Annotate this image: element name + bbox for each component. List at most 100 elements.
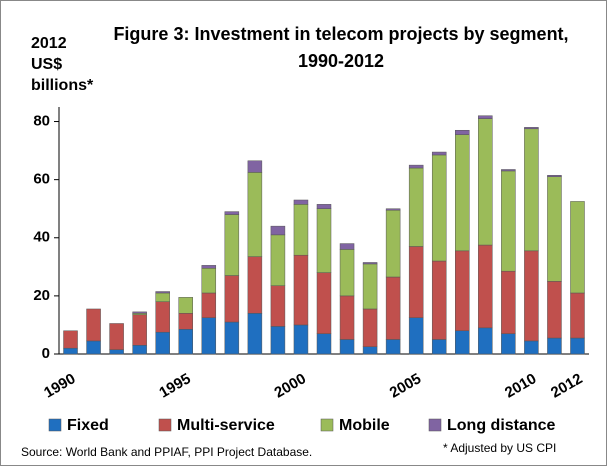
bar-segment bbox=[132, 314, 147, 346]
x-tick-label: 2012 bbox=[548, 370, 585, 401]
bar-segment bbox=[339, 243, 355, 250]
x-tick-label: 2000 bbox=[272, 370, 309, 401]
bar-segment bbox=[132, 311, 147, 314]
bar-segment bbox=[385, 209, 401, 278]
bar-segment bbox=[431, 339, 447, 355]
bar-segment bbox=[270, 326, 286, 355]
bar-segment bbox=[524, 340, 539, 355]
y-tick-label: 40 bbox=[33, 229, 50, 246]
footnote: * Adjusted by US CPI bbox=[443, 441, 557, 455]
bar-segment bbox=[201, 268, 217, 294]
source-note: Source: World Bank and PPIAF, PPI Projec… bbox=[21, 445, 313, 459]
y-axis-label: 2012 US$ billions* bbox=[31, 35, 94, 94]
bar-segment bbox=[478, 118, 493, 246]
bar-segment bbox=[501, 170, 516, 272]
bar-segment bbox=[316, 204, 332, 209]
bar-segment bbox=[316, 208, 332, 273]
bar-segment bbox=[501, 270, 516, 334]
bar-segment bbox=[270, 234, 286, 286]
bar-segment bbox=[431, 260, 447, 340]
legend-swatch bbox=[320, 418, 334, 432]
bar-segment bbox=[524, 128, 539, 252]
bar-segment bbox=[501, 169, 516, 172]
bar-segment bbox=[455, 134, 470, 252]
bar-segment bbox=[178, 313, 193, 330]
bar-segment bbox=[316, 272, 332, 334]
bar-segment bbox=[178, 329, 193, 355]
bar-segment bbox=[270, 285, 286, 327]
bar-segment bbox=[570, 292, 585, 339]
bar-segment bbox=[408, 246, 424, 318]
legend-swatch bbox=[428, 418, 442, 432]
bar-segment bbox=[501, 333, 516, 355]
bar-segment bbox=[155, 292, 170, 302]
bar-segment bbox=[362, 308, 378, 347]
bar-segment bbox=[86, 340, 101, 355]
bar-segment bbox=[63, 330, 78, 349]
bar-segment bbox=[385, 208, 401, 211]
bar-segment bbox=[178, 297, 193, 314]
bar-segment bbox=[224, 275, 240, 323]
legend-swatch bbox=[48, 418, 62, 432]
bar-segment bbox=[247, 172, 263, 257]
bar-segment bbox=[524, 127, 539, 130]
bar-segment bbox=[408, 164, 424, 169]
bar-segment bbox=[155, 291, 170, 294]
bar-segment bbox=[570, 201, 585, 294]
bar-segment bbox=[109, 323, 124, 350]
bar-segment bbox=[293, 199, 309, 205]
bar-segment bbox=[431, 151, 447, 156]
x-tick-label: 1990 bbox=[41, 370, 78, 401]
bar-segment bbox=[431, 154, 447, 262]
bar-segment bbox=[155, 301, 170, 333]
bar-segment bbox=[86, 308, 101, 342]
bar-segment bbox=[155, 331, 170, 355]
bar-segment bbox=[547, 281, 562, 339]
bar-segment bbox=[408, 167, 424, 247]
y-tick-label: 60 bbox=[33, 171, 50, 188]
bar-segment bbox=[478, 244, 493, 329]
bar-segment bbox=[132, 345, 147, 355]
bar-segment bbox=[455, 330, 470, 355]
x-tick-label: 2005 bbox=[387, 370, 424, 401]
bar-segment bbox=[478, 115, 493, 119]
bar-segment bbox=[247, 313, 263, 355]
y-tick-label: 0 bbox=[42, 345, 50, 362]
bar-segment bbox=[109, 349, 124, 355]
legend-label: Long distance bbox=[447, 417, 556, 434]
x-tick-label: 1995 bbox=[156, 370, 193, 401]
bar-segment bbox=[385, 339, 401, 355]
bar-segment bbox=[408, 317, 424, 355]
bar-segment bbox=[547, 337, 562, 355]
bar-segment bbox=[362, 262, 378, 265]
bar-segment bbox=[547, 176, 562, 282]
bar-segment bbox=[201, 265, 217, 269]
bar-segment bbox=[293, 254, 309, 326]
bar-segment bbox=[524, 250, 539, 342]
bar-segment bbox=[455, 250, 470, 332]
bar-segment bbox=[224, 211, 240, 215]
legend-label: Fixed bbox=[67, 417, 109, 434]
bar-segment bbox=[247, 160, 263, 173]
bar-segment bbox=[224, 214, 240, 276]
chart-title: Figure 3: Investment in telecom projects… bbox=[113, 24, 569, 71]
bar-segment bbox=[362, 263, 378, 310]
bar-segment bbox=[316, 333, 332, 355]
bar-segment bbox=[247, 256, 263, 314]
bar-segment bbox=[570, 337, 585, 355]
bar-segment bbox=[63, 347, 78, 355]
x-tick-label: 2010 bbox=[502, 370, 539, 401]
y-tick-label: 80 bbox=[33, 112, 50, 129]
bar-segment bbox=[547, 175, 562, 177]
bar-segment bbox=[362, 346, 378, 355]
bar-segment bbox=[293, 324, 309, 355]
bar-segment bbox=[385, 276, 401, 340]
bar-segment bbox=[224, 321, 240, 355]
bar-segment bbox=[455, 129, 470, 135]
legend-label: Multi-service bbox=[177, 417, 275, 434]
bar-segment bbox=[339, 295, 355, 340]
bar-segment bbox=[339, 339, 355, 355]
legend-swatch bbox=[158, 418, 172, 432]
